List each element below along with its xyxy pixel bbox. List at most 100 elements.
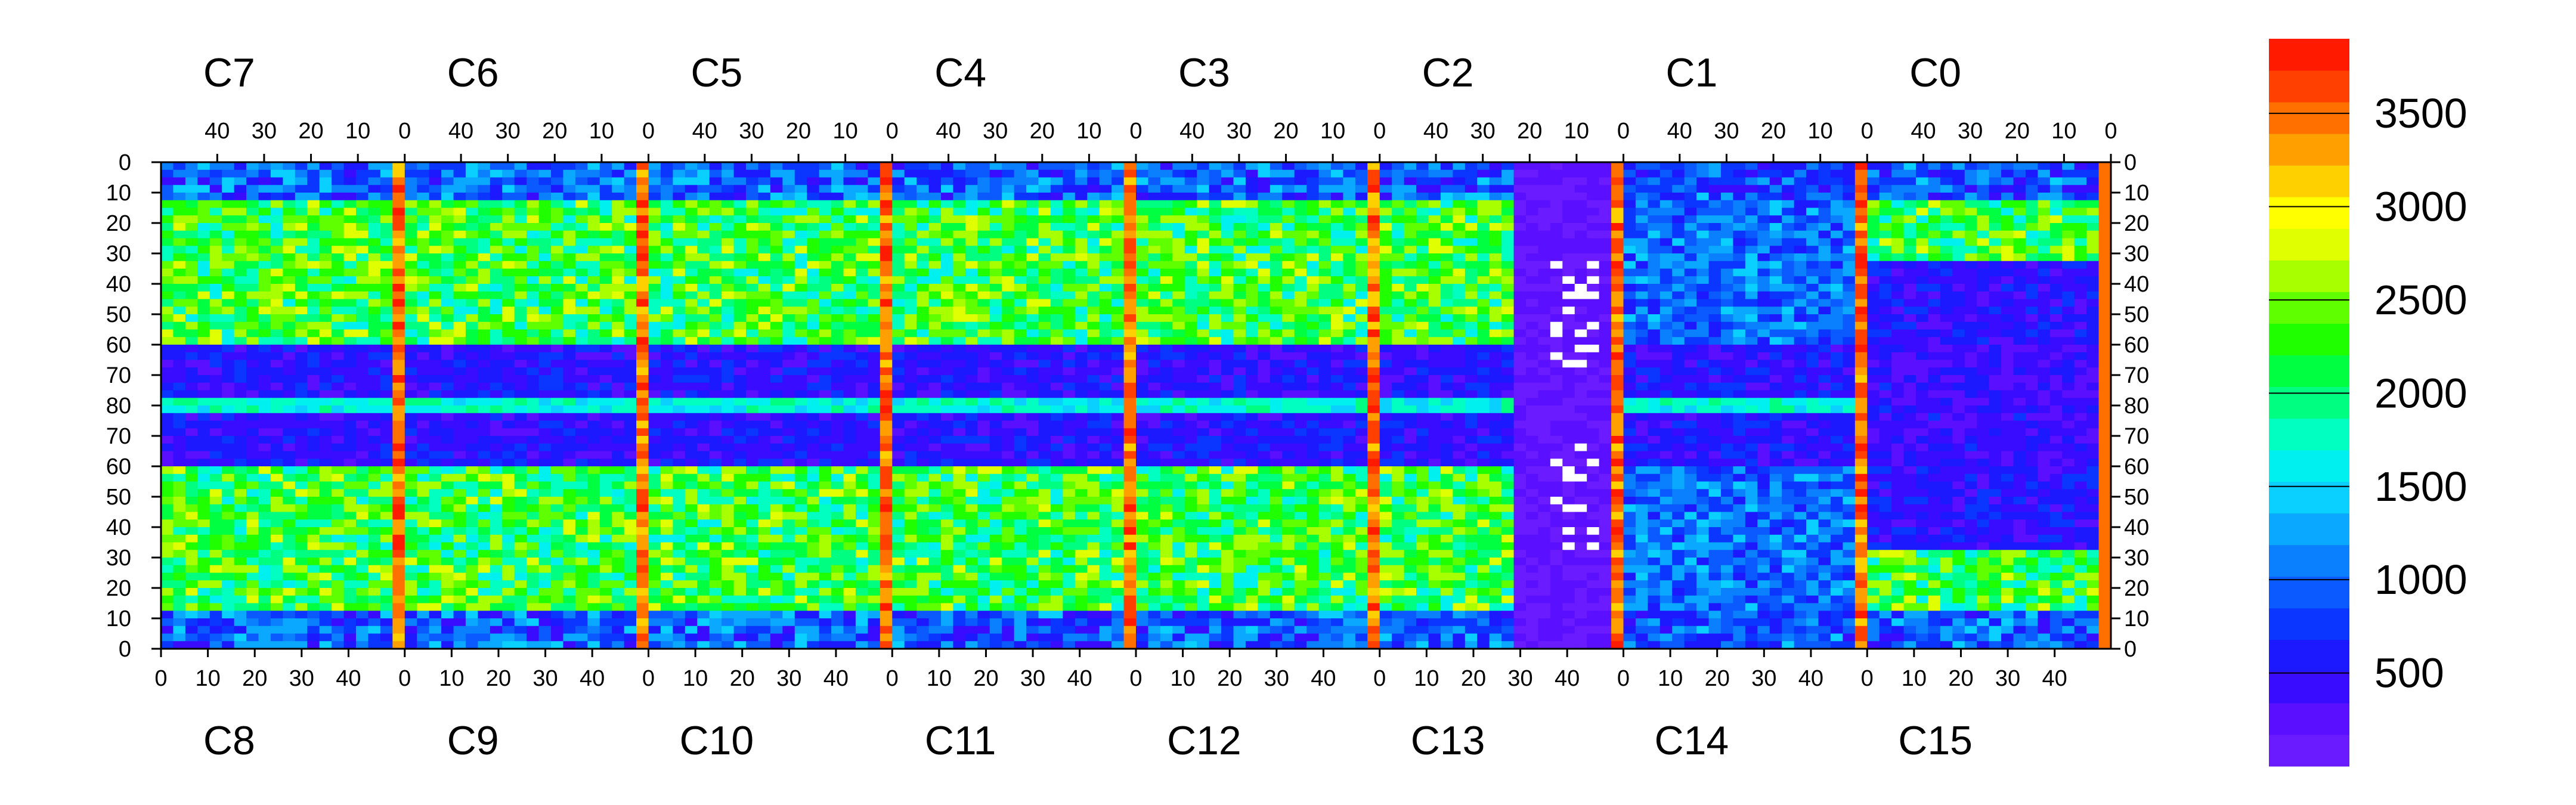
heatmap-cell bbox=[1891, 390, 1905, 398]
heatmap-cell bbox=[1916, 337, 1929, 345]
heatmap-cell bbox=[1160, 291, 1173, 300]
heatmap-cell bbox=[782, 185, 795, 193]
heatmap-cell bbox=[587, 367, 600, 376]
heatmap-cell bbox=[1489, 382, 1502, 391]
heatmap-cell bbox=[1550, 193, 1563, 201]
heatmap-cell bbox=[1123, 337, 1137, 345]
heatmap-cell bbox=[1014, 246, 1027, 254]
heatmap-cell bbox=[1635, 253, 1648, 262]
heatmap-cell bbox=[1513, 208, 1527, 216]
heatmap-cell bbox=[892, 299, 905, 307]
heatmap-cell bbox=[1818, 169, 1831, 178]
heatmap-cell bbox=[1818, 360, 1831, 368]
heatmap-cell bbox=[673, 215, 686, 224]
heatmap-cell bbox=[1879, 321, 1892, 330]
heatmap-cell bbox=[1854, 162, 1868, 171]
heatmap-cell bbox=[685, 223, 698, 231]
heatmap-cell bbox=[234, 390, 247, 398]
heatmap-cell bbox=[587, 177, 600, 185]
heatmap-cell bbox=[1209, 382, 1222, 391]
heatmap-cell bbox=[782, 337, 795, 345]
heatmap-cell bbox=[1843, 367, 1856, 376]
heatmap-cell bbox=[502, 215, 515, 224]
heatmap-cell bbox=[2098, 329, 2111, 338]
heatmap-cell bbox=[1221, 291, 1234, 300]
heatmap-cell bbox=[1355, 284, 1368, 292]
heatmap-cell bbox=[551, 162, 564, 171]
heatmap-cell bbox=[1818, 367, 1831, 376]
heatmap-cell bbox=[1989, 223, 2002, 231]
heatmap-cell bbox=[1635, 215, 1648, 224]
heatmap-cell bbox=[855, 169, 868, 178]
heatmap-cell bbox=[173, 360, 186, 368]
heatmap-cell bbox=[1172, 345, 1185, 353]
heatmap-cell bbox=[892, 162, 905, 171]
heatmap-cell bbox=[1879, 276, 1892, 284]
heatmap-cell bbox=[1002, 208, 1015, 216]
heatmap-cell bbox=[807, 215, 820, 224]
heatmap-cell bbox=[722, 169, 735, 178]
heatmap-cell bbox=[941, 268, 954, 277]
heatmap-cell bbox=[928, 352, 942, 361]
heatmap-cell bbox=[209, 291, 222, 300]
heatmap-cell bbox=[892, 223, 905, 231]
heatmap-cell bbox=[1392, 321, 1405, 330]
heatmap-cell bbox=[965, 261, 978, 270]
heatmap-cell bbox=[1818, 177, 1831, 185]
heatmap-cell bbox=[380, 185, 393, 193]
heatmap-cell bbox=[1209, 345, 1222, 353]
heatmap-cell bbox=[1745, 306, 1758, 315]
heatmap-cell bbox=[1879, 215, 1892, 224]
heatmap-cell bbox=[1513, 223, 1527, 231]
heatmap-cell bbox=[624, 185, 637, 193]
heatmap-cell bbox=[1270, 162, 1283, 171]
heatmap-cell bbox=[1416, 299, 1429, 307]
heatmap-cell bbox=[1245, 306, 1258, 315]
heatmap-cell bbox=[404, 306, 417, 315]
heatmap-cell bbox=[1172, 177, 1185, 185]
heatmap-cell bbox=[1538, 200, 1551, 209]
heatmap-cell bbox=[514, 398, 527, 406]
heatmap-cell bbox=[1684, 382, 1697, 391]
heatmap-cell bbox=[1209, 246, 1222, 254]
heatmap-cell bbox=[1562, 291, 1575, 300]
heatmap-cell bbox=[758, 276, 771, 284]
heatmap-cell bbox=[1148, 215, 1161, 224]
heatmap-cell bbox=[709, 230, 722, 239]
heatmap-cell bbox=[1209, 390, 1222, 398]
heatmap-cell bbox=[1026, 299, 1039, 307]
heatmap-cell bbox=[356, 360, 369, 368]
heatmap-cell bbox=[417, 162, 430, 171]
heatmap-cell bbox=[1331, 390, 1344, 398]
heatmap-cell bbox=[332, 360, 345, 368]
heatmap-cell bbox=[1611, 169, 1624, 178]
heatmap-cell bbox=[1538, 375, 1551, 383]
heatmap-cell bbox=[2013, 329, 2026, 338]
heatmap-cell bbox=[612, 306, 625, 315]
heatmap-cell bbox=[1270, 276, 1283, 284]
heatmap-cell bbox=[1587, 291, 1600, 300]
heatmap-cell bbox=[356, 390, 369, 398]
heatmap-cell bbox=[989, 314, 1002, 323]
heatmap-cell bbox=[917, 314, 930, 323]
heatmap-cell bbox=[1221, 276, 1234, 284]
heatmap-cell bbox=[1160, 162, 1173, 171]
heatmap-cell bbox=[892, 177, 905, 185]
heatmap-cell bbox=[1270, 230, 1283, 239]
heatmap-cell bbox=[1221, 367, 1234, 376]
heatmap-cell bbox=[502, 360, 515, 368]
heatmap-cell bbox=[478, 291, 491, 300]
heatmap-cell bbox=[1465, 306, 1478, 315]
heatmap-cell bbox=[1282, 200, 1295, 209]
heatmap-cell bbox=[1940, 162, 1953, 171]
heatmap-cell bbox=[612, 398, 625, 406]
heatmap-cell bbox=[880, 375, 893, 383]
heatmap-cell bbox=[332, 345, 345, 353]
heatmap-cell bbox=[794, 238, 807, 246]
heatmap-cell bbox=[1087, 208, 1100, 216]
heatmap-cell bbox=[295, 200, 308, 209]
heatmap-cell bbox=[1903, 246, 1916, 254]
heatmap-cell bbox=[697, 200, 710, 209]
heatmap-cell bbox=[648, 306, 661, 315]
heatmap-cell bbox=[429, 268, 442, 277]
